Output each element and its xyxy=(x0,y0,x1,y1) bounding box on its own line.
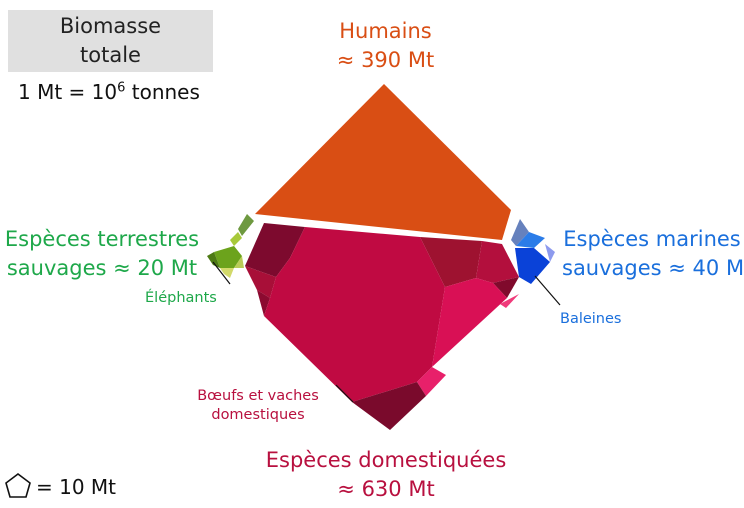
domestic-label: Espèces domestiquées ≈ 630 Mt xyxy=(262,446,510,504)
terrestrial-cell xyxy=(230,232,242,246)
elephants-label: Éléphants xyxy=(145,290,217,306)
elephants-pointer xyxy=(212,261,231,285)
marine-cell xyxy=(545,244,555,262)
humans-value: ≈ 390 Mt xyxy=(336,48,435,72)
legend-label: = 10 Mt xyxy=(36,475,117,499)
domestic-cell xyxy=(432,278,507,367)
unit-suffix: tonnes xyxy=(125,80,200,104)
domestic-cell xyxy=(417,367,446,396)
marine-cell xyxy=(511,219,529,246)
terrestrial-cell xyxy=(220,268,234,278)
unit-note: 1 Mt = 106 tonnes xyxy=(18,80,200,104)
cattle-cell xyxy=(264,227,445,402)
domestic-name: Espèces domestiquées xyxy=(265,448,507,472)
cattle-label: Bœufs et vaches domestiques xyxy=(182,387,334,425)
domestic-cell xyxy=(500,294,519,308)
pentagon-icon xyxy=(5,473,31,498)
humans-region xyxy=(255,84,511,240)
marine-line-1: Espèces marines xyxy=(563,227,741,251)
domestic-cell xyxy=(493,277,519,298)
terrestrial-cell xyxy=(238,214,254,236)
cattle-line-1: Bœufs et vaches xyxy=(197,388,319,404)
whales-pointer xyxy=(534,275,561,306)
unit-exponent: 6 xyxy=(117,80,126,96)
terrestrial-line-1: Espèces terrestres xyxy=(4,227,200,251)
terrestrial-label: Espèces terrestres sauvages ≈ 20 Mt xyxy=(4,225,200,283)
whale-cell xyxy=(515,248,550,284)
domestic-cell xyxy=(476,241,519,283)
humans-name: Humains xyxy=(339,19,432,43)
terrestrial-line-2: sauvages ≈ 20 Mt xyxy=(6,256,198,280)
humans-label: Humains ≈ 390 Mt xyxy=(318,17,453,75)
domestic-cell xyxy=(245,223,305,277)
domestic-value: ≈ 630 Mt xyxy=(337,477,435,501)
title-line-2: totale xyxy=(80,43,141,67)
elephant-cell xyxy=(214,246,242,268)
terrestrial-cell xyxy=(207,252,220,268)
marine-label: Espèces marines sauvages ≈ 40 Mt xyxy=(562,225,744,283)
cattle-pointer xyxy=(335,384,354,403)
domestic-cell xyxy=(245,266,276,298)
marine-cell xyxy=(516,232,545,248)
title-box: Biomasse totale xyxy=(8,10,213,72)
unit-prefix: 1 Mt = 10 xyxy=(18,80,118,104)
whales-label: Baleines xyxy=(560,311,622,327)
domestic-cell xyxy=(257,290,270,316)
domestic-cell xyxy=(352,382,426,430)
cattle-line-2: domestiques xyxy=(211,407,305,423)
title-line-1: Biomasse xyxy=(59,14,162,38)
terrestrial-cell xyxy=(234,256,244,268)
marine-line-2: sauvages ≈ 40 Mt xyxy=(562,256,744,280)
domestic-cell xyxy=(420,237,482,287)
